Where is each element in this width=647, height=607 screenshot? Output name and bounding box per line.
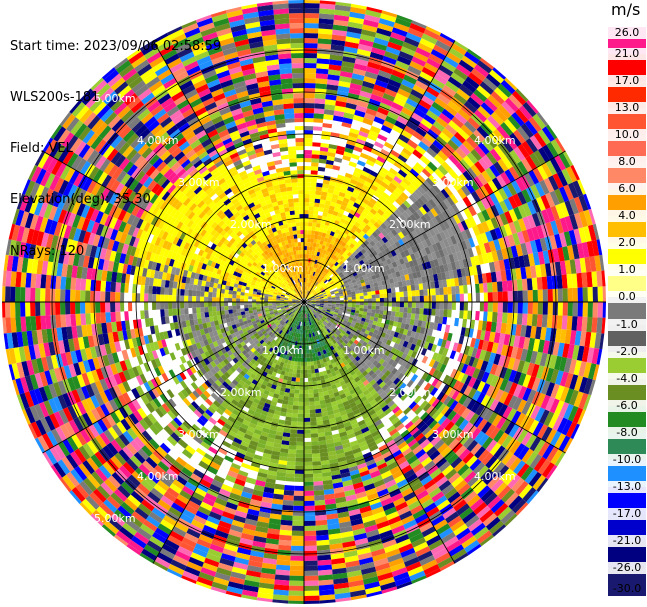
colorbar-tick-label: 21.0 [608, 48, 646, 61]
ring-label-2km-se: 2.00km [389, 386, 431, 399]
azimuth-spoke [303, 301, 566, 454]
colorbar-tick-label: -1.0 [608, 318, 646, 331]
ppi-cells [2, 0, 606, 604]
colorbar-tick-label: 6.0 [608, 183, 646, 196]
colorbar-tick-label: -30.0 [612, 582, 642, 595]
ring-label-1km-sw: 1.00km [262, 344, 304, 357]
ring-label-4km-se: 4.00km [474, 470, 516, 483]
instrument-name: WLS200s-181 [10, 90, 100, 105]
ring-label-1km-se: 1.00km [343, 344, 385, 357]
colorbar-tick-label: -8.0 [608, 426, 646, 439]
colorbar-tick-label: -10.0 [608, 453, 646, 466]
ring-label-3km-nw: 3.00km [178, 176, 220, 189]
azimuth-spoke [303, 40, 456, 303]
ring-label-1km-nw: 1.00km [262, 262, 304, 275]
colorbar-tick-label: -17.0 [608, 507, 646, 520]
range-ring-labels: 1.00km 1.00km 1.00km 1.00km 2.00km 2.00k… [94, 92, 516, 525]
colorbar-tick-label: -4.0 [608, 372, 646, 385]
azimuth-spoke [303, 150, 566, 303]
colorbar: 26.0 21.0 17.0 13.0 10.0 8.0 6.0 4.0 2.0 1.0 0.0 -1… [608, 27, 646, 596]
ring-label-3km-sw: 3.00km [178, 428, 220, 441]
azimuth-spoke [152, 301, 305, 564]
colorbar-tick-label: -26.0 [608, 561, 646, 574]
azimuth-spoke [42, 150, 305, 303]
colorbar-tick-label: 0.0 [608, 291, 646, 304]
ring-label-2km-sw: 2.00km [220, 386, 262, 399]
field-name: Field: VEL [10, 141, 73, 156]
nrays: NRays: 120 [10, 244, 85, 259]
colorbar-tick-label: 1.0 [608, 264, 646, 277]
azimuth-spokes [2, 0, 606, 604]
colorbar-tick-label: 8.0 [608, 156, 646, 169]
colorbar-tick-label: -13.0 [608, 480, 646, 493]
ring-label-2km-nw: 2.00km [230, 218, 272, 231]
ring-label-5km-nw: 5.00km [94, 92, 136, 105]
ring-label-3km-se: 3.00km [432, 428, 474, 441]
colorbar-tick-label: -21.0 [608, 534, 646, 547]
ring-label-1km-ne: 1.00km [343, 262, 385, 275]
ring-label-2km-ne: 2.00km [389, 218, 431, 231]
colorbar-tick-label: 26.0 [608, 27, 646, 39]
ring-label-4km-ne: 4.00km [474, 134, 516, 147]
colorbar-tick-label: 13.0 [608, 102, 646, 115]
azimuth-spoke [303, 301, 456, 564]
colorbar-tick-label: -6.0 [608, 399, 646, 412]
plot-info: Start time: 2023/09/06 02:58:59 WLS200s-… [10, 4, 221, 277]
ring-label-3km-ne: 3.00km [432, 176, 474, 189]
colorbar-tick-label: 4.0 [608, 210, 646, 223]
colorbar-unit: m/s [611, 0, 641, 19]
ring-label-5km-se: 5.00km [94, 512, 136, 525]
azimuth-spoke [152, 40, 305, 303]
colorbar-tick-label: 2.0 [608, 237, 646, 250]
colorbar-tick-label: 10.0 [608, 129, 646, 142]
azimuth-spoke [42, 301, 305, 454]
ring-label-4km-nw: 4.00km [137, 134, 179, 147]
colorbar-tick-label: -2.0 [608, 345, 646, 358]
elevation: Elevation(deg): 35.30 [10, 192, 151, 207]
ring-label-4km-sw: 4.00km [137, 470, 179, 483]
start-time: Start time: 2023/09/06 02:58:59 [10, 39, 222, 54]
colorbar-tick-label: 17.0 [608, 75, 646, 88]
